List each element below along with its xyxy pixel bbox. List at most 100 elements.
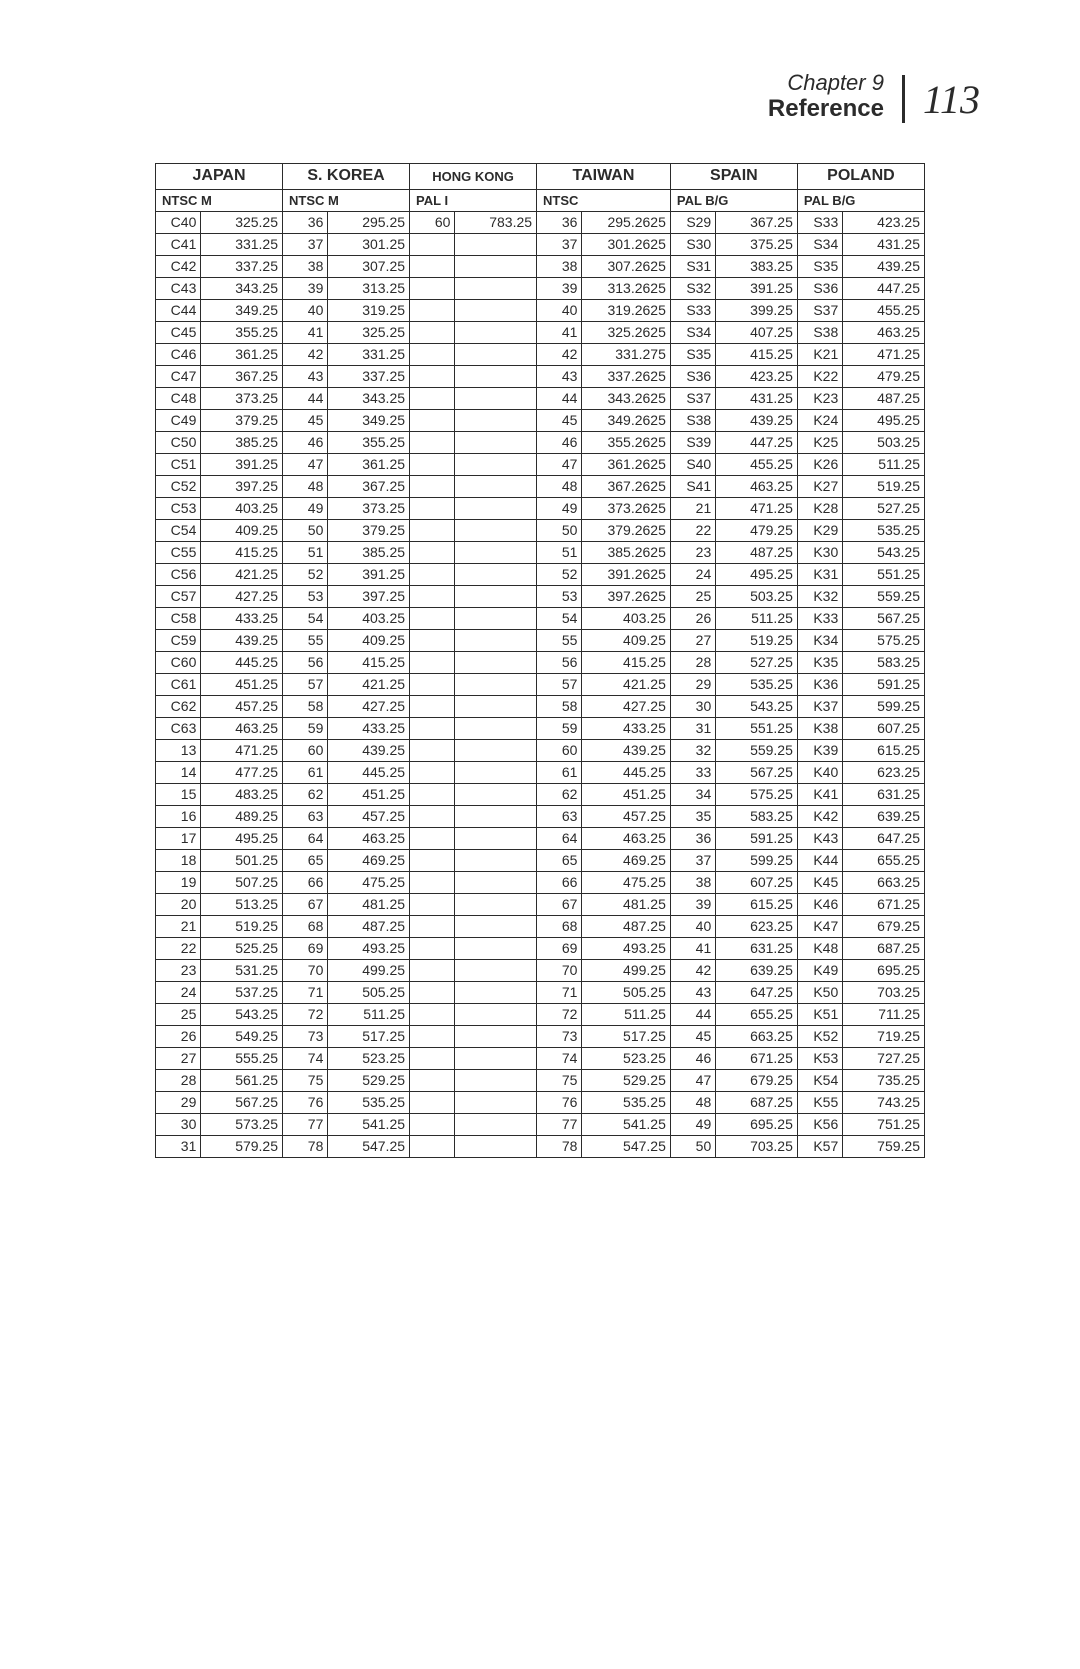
table-row: C44349.2540319.2540319.2625S33399.25S374…	[156, 299, 925, 321]
chapter-label: Chapter 9	[768, 70, 884, 95]
japan-channel: 31	[156, 1135, 201, 1157]
spain-freq: 495.25	[716, 563, 798, 585]
hongkong-freq	[455, 1069, 537, 1091]
japan-channel: C44	[156, 299, 201, 321]
poland-freq: 751.25	[843, 1113, 925, 1135]
poland-freq: 431.25	[843, 233, 925, 255]
japan-freq: 403.25	[201, 497, 283, 519]
poland-freq: 551.25	[843, 563, 925, 585]
table-row: 31579.2578547.2578547.2550703.25K57759.2…	[156, 1135, 925, 1157]
spain-channel: 22	[670, 519, 715, 541]
skorea-channel: 62	[283, 783, 328, 805]
japan-freq: 573.25	[201, 1113, 283, 1135]
skorea-channel: 59	[283, 717, 328, 739]
poland-channel: K39	[797, 739, 842, 761]
hongkong-channel	[410, 673, 455, 695]
taiwan-freq: 547.25	[582, 1135, 670, 1157]
spain-channel: S38	[670, 409, 715, 431]
skorea-freq: 493.25	[328, 937, 410, 959]
skorea-channel: 53	[283, 585, 328, 607]
poland-channel: K24	[797, 409, 842, 431]
skorea-freq: 295.25	[328, 211, 410, 233]
taiwan-channel: 77	[537, 1113, 582, 1135]
sys-spain: PAL B/G	[670, 189, 797, 211]
hongkong-freq: 783.25	[455, 211, 537, 233]
hongkong-freq	[455, 871, 537, 893]
skorea-freq: 415.25	[328, 651, 410, 673]
hongkong-channel	[410, 387, 455, 409]
taiwan-freq: 457.25	[582, 805, 670, 827]
japan-freq: 501.25	[201, 849, 283, 871]
poland-freq: 663.25	[843, 871, 925, 893]
spain-freq: 551.25	[716, 717, 798, 739]
hongkong-freq	[455, 233, 537, 255]
hongkong-channel	[410, 453, 455, 475]
poland-freq: 687.25	[843, 937, 925, 959]
poland-channel: K44	[797, 849, 842, 871]
japan-freq: 397.25	[201, 475, 283, 497]
japan-freq: 373.25	[201, 387, 283, 409]
spain-freq: 519.25	[716, 629, 798, 651]
hongkong-channel	[410, 563, 455, 585]
table-row: C40325.2536295.2560783.2536295.2625S2936…	[156, 211, 925, 233]
hongkong-freq	[455, 739, 537, 761]
japan-channel: 21	[156, 915, 201, 937]
hongkong-channel	[410, 497, 455, 519]
spain-channel: S33	[670, 299, 715, 321]
poland-channel: K43	[797, 827, 842, 849]
sys-poland: PAL B/G	[797, 189, 924, 211]
table-row: C56421.2552391.2552391.262524495.25K3155…	[156, 563, 925, 585]
spain-channel: S35	[670, 343, 715, 365]
spain-freq: 375.25	[716, 233, 798, 255]
skorea-freq: 475.25	[328, 871, 410, 893]
hongkong-channel	[410, 299, 455, 321]
spain-freq: 423.25	[716, 365, 798, 387]
japan-channel: 13	[156, 739, 201, 761]
spain-channel: 33	[670, 761, 715, 783]
taiwan-channel: 67	[537, 893, 582, 915]
japan-channel: C61	[156, 673, 201, 695]
hongkong-freq	[455, 365, 537, 387]
hongkong-channel	[410, 915, 455, 937]
japan-freq: 531.25	[201, 959, 283, 981]
poland-freq: 623.25	[843, 761, 925, 783]
hongkong-freq	[455, 541, 537, 563]
taiwan-channel: 47	[537, 453, 582, 475]
taiwan-freq: 427.25	[582, 695, 670, 717]
japan-channel: C52	[156, 475, 201, 497]
japan-freq: 427.25	[201, 585, 283, 607]
taiwan-channel: 64	[537, 827, 582, 849]
poland-freq: 495.25	[843, 409, 925, 431]
skorea-freq: 463.25	[328, 827, 410, 849]
table-row: C45355.2541325.2541325.2625S34407.25S384…	[156, 321, 925, 343]
hongkong-channel	[410, 893, 455, 915]
poland-channel: K56	[797, 1113, 842, 1135]
japan-channel: 14	[156, 761, 201, 783]
table-row: 17495.2564463.2564463.2536591.25K43647.2…	[156, 827, 925, 849]
spain-freq: 535.25	[716, 673, 798, 695]
japan-freq: 537.25	[201, 981, 283, 1003]
japan-freq: 433.25	[201, 607, 283, 629]
hongkong-freq	[455, 783, 537, 805]
skorea-freq: 469.25	[328, 849, 410, 871]
japan-freq: 483.25	[201, 783, 283, 805]
poland-freq: 607.25	[843, 717, 925, 739]
taiwan-channel: 44	[537, 387, 582, 409]
hongkong-freq	[455, 1003, 537, 1025]
hongkong-channel	[410, 1069, 455, 1091]
taiwan-channel: 65	[537, 849, 582, 871]
taiwan-freq: 295.2625	[582, 211, 670, 233]
skorea-channel: 38	[283, 255, 328, 277]
skorea-channel: 78	[283, 1135, 328, 1157]
spain-channel: S31	[670, 255, 715, 277]
spain-freq: 575.25	[716, 783, 798, 805]
spain-channel: 42	[670, 959, 715, 981]
japan-channel: C54	[156, 519, 201, 541]
hongkong-channel	[410, 1025, 455, 1047]
hongkong-freq	[455, 277, 537, 299]
hongkong-freq	[455, 1091, 537, 1113]
skorea-freq: 397.25	[328, 585, 410, 607]
table-row: 22525.2569493.2569493.2541631.25K48687.2…	[156, 937, 925, 959]
taiwan-freq: 331.275	[582, 343, 670, 365]
poland-freq: 471.25	[843, 343, 925, 365]
